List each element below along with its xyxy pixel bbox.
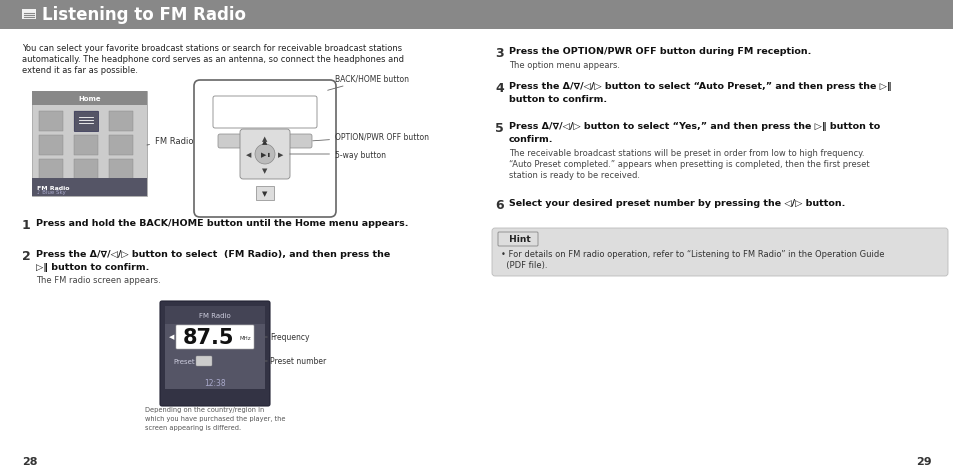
- FancyBboxPatch shape: [109, 136, 132, 156]
- Text: ▷‖ button to confirm.: ▷‖ button to confirm.: [36, 262, 150, 271]
- Text: Depending on the country/region in: Depending on the country/region in: [145, 406, 264, 412]
- Text: The option menu appears.: The option menu appears.: [509, 61, 619, 70]
- Text: ▼: ▼: [262, 168, 268, 174]
- Text: Press and hold the BACK/HOME button until the Home menu appears.: Press and hold the BACK/HOME button unti…: [36, 218, 408, 228]
- Text: ▲: ▲: [262, 136, 268, 142]
- FancyBboxPatch shape: [74, 112, 98, 132]
- Text: The receivable broadcast stations will be preset in order from low to high frequ: The receivable broadcast stations will b…: [509, 149, 863, 158]
- Text: FM Radio: FM Radio: [37, 185, 70, 190]
- Text: Listening to FM Radio: Listening to FM Radio: [42, 6, 246, 24]
- FancyBboxPatch shape: [213, 97, 316, 129]
- Text: ▌: ▌: [268, 153, 272, 157]
- Text: FM Radio: FM Radio: [199, 312, 231, 318]
- FancyBboxPatch shape: [39, 136, 63, 156]
- Text: Press the OPTION/PWR OFF button during FM reception.: Press the OPTION/PWR OFF button during F…: [509, 47, 810, 56]
- FancyBboxPatch shape: [74, 112, 98, 132]
- Text: which you have purchased the player, the: which you have purchased the player, the: [145, 415, 285, 421]
- Text: extend it as far as possible.: extend it as far as possible.: [22, 66, 138, 75]
- FancyBboxPatch shape: [32, 92, 147, 197]
- Text: 2: 2: [22, 249, 30, 262]
- FancyBboxPatch shape: [240, 130, 290, 179]
- Text: Preset: Preset: [172, 358, 194, 364]
- Text: ▶: ▶: [261, 152, 267, 158]
- Text: 4: 4: [495, 82, 503, 95]
- Text: ▶: ▶: [278, 152, 283, 158]
- Text: station is ready to be received.: station is ready to be received.: [509, 170, 639, 179]
- Text: OPTION/PWR OFF button: OPTION/PWR OFF button: [313, 132, 429, 141]
- Text: button to confirm.: button to confirm.: [509, 95, 606, 104]
- Text: 12:38: 12:38: [204, 379, 226, 387]
- Text: Home: Home: [78, 96, 101, 102]
- Bar: [32, 92, 147, 106]
- Text: The FM radio screen appears.: The FM radio screen appears.: [36, 276, 161, 284]
- Text: 5: 5: [495, 122, 503, 135]
- Bar: [165, 307, 265, 324]
- FancyBboxPatch shape: [39, 159, 63, 179]
- Text: ▲: ▲: [262, 139, 268, 145]
- Text: Press Δ/∇/◁/▷ button to select “Yes,” and then press the ▷‖ button to: Press Δ/∇/◁/▷ button to select “Yes,” an…: [509, 122, 880, 131]
- Text: 3: 3: [495, 47, 503, 60]
- FancyBboxPatch shape: [193, 81, 335, 218]
- Bar: [0, 0, 953, 30]
- Text: (PDF file).: (PDF file).: [500, 260, 547, 269]
- Text: MHz: MHz: [239, 335, 251, 340]
- FancyBboxPatch shape: [160, 301, 270, 406]
- Text: “Auto Preset completed.” appears when presetting is completed, then the first pr: “Auto Preset completed.” appears when pr…: [509, 159, 869, 169]
- FancyBboxPatch shape: [22, 10, 36, 20]
- FancyBboxPatch shape: [195, 356, 212, 366]
- Circle shape: [254, 145, 274, 165]
- Text: BACK/HOME button: BACK/HOME button: [327, 74, 409, 91]
- Text: 28: 28: [22, 456, 37, 466]
- Text: ♪ Blue Sky: ♪ Blue Sky: [37, 189, 66, 195]
- FancyBboxPatch shape: [255, 187, 274, 200]
- Text: FM Radio: FM Radio: [147, 136, 193, 146]
- FancyBboxPatch shape: [74, 159, 98, 179]
- FancyBboxPatch shape: [492, 228, 947, 277]
- Text: Press the Δ/∇/◁/▷ button to select “Auto Preset,” and then press the ▷‖: Press the Δ/∇/◁/▷ button to select “Auto…: [509, 82, 891, 91]
- Text: Frequency: Frequency: [265, 333, 309, 342]
- FancyBboxPatch shape: [255, 135, 274, 149]
- Text: ◀: ◀: [169, 333, 174, 339]
- FancyBboxPatch shape: [497, 232, 537, 247]
- Bar: [165, 389, 265, 401]
- Text: You can select your favorite broadcast stations or search for receivable broadca: You can select your favorite broadcast s…: [22, 44, 402, 53]
- Text: ▼: ▼: [262, 190, 268, 197]
- Text: screen appearing is differed.: screen appearing is differed.: [145, 424, 241, 430]
- Text: • For details on FM radio operation, refer to “Listening to FM Radio” in the Ope: • For details on FM radio operation, ref…: [500, 249, 883, 258]
- Text: ◀: ◀: [246, 152, 252, 158]
- FancyBboxPatch shape: [74, 136, 98, 156]
- Text: 6: 6: [495, 198, 503, 211]
- FancyBboxPatch shape: [218, 135, 244, 149]
- Text: confirm.: confirm.: [509, 135, 553, 144]
- FancyBboxPatch shape: [175, 325, 253, 349]
- Text: 1: 1: [22, 218, 30, 231]
- Text: 87.5: 87.5: [183, 327, 234, 347]
- FancyBboxPatch shape: [109, 112, 132, 132]
- FancyBboxPatch shape: [39, 112, 63, 132]
- Text: Hint: Hint: [505, 235, 530, 244]
- Text: automatically. The headphone cord serves as an antenna, so connect the headphone: automatically. The headphone cord serves…: [22, 55, 403, 64]
- FancyBboxPatch shape: [286, 135, 312, 149]
- Text: 29: 29: [916, 456, 931, 466]
- FancyBboxPatch shape: [109, 159, 132, 179]
- Bar: [32, 178, 147, 197]
- Text: 5-way button: 5-way button: [290, 150, 386, 159]
- Text: Select your desired preset number by pressing the ◁/▷ button.: Select your desired preset number by pre…: [509, 198, 844, 208]
- Text: Press the Δ/∇/◁/▷ button to select  (FM Radio), and then press the: Press the Δ/∇/◁/▷ button to select (FM R…: [36, 249, 390, 258]
- Bar: [165, 324, 265, 391]
- Text: Preset number: Preset number: [265, 357, 326, 366]
